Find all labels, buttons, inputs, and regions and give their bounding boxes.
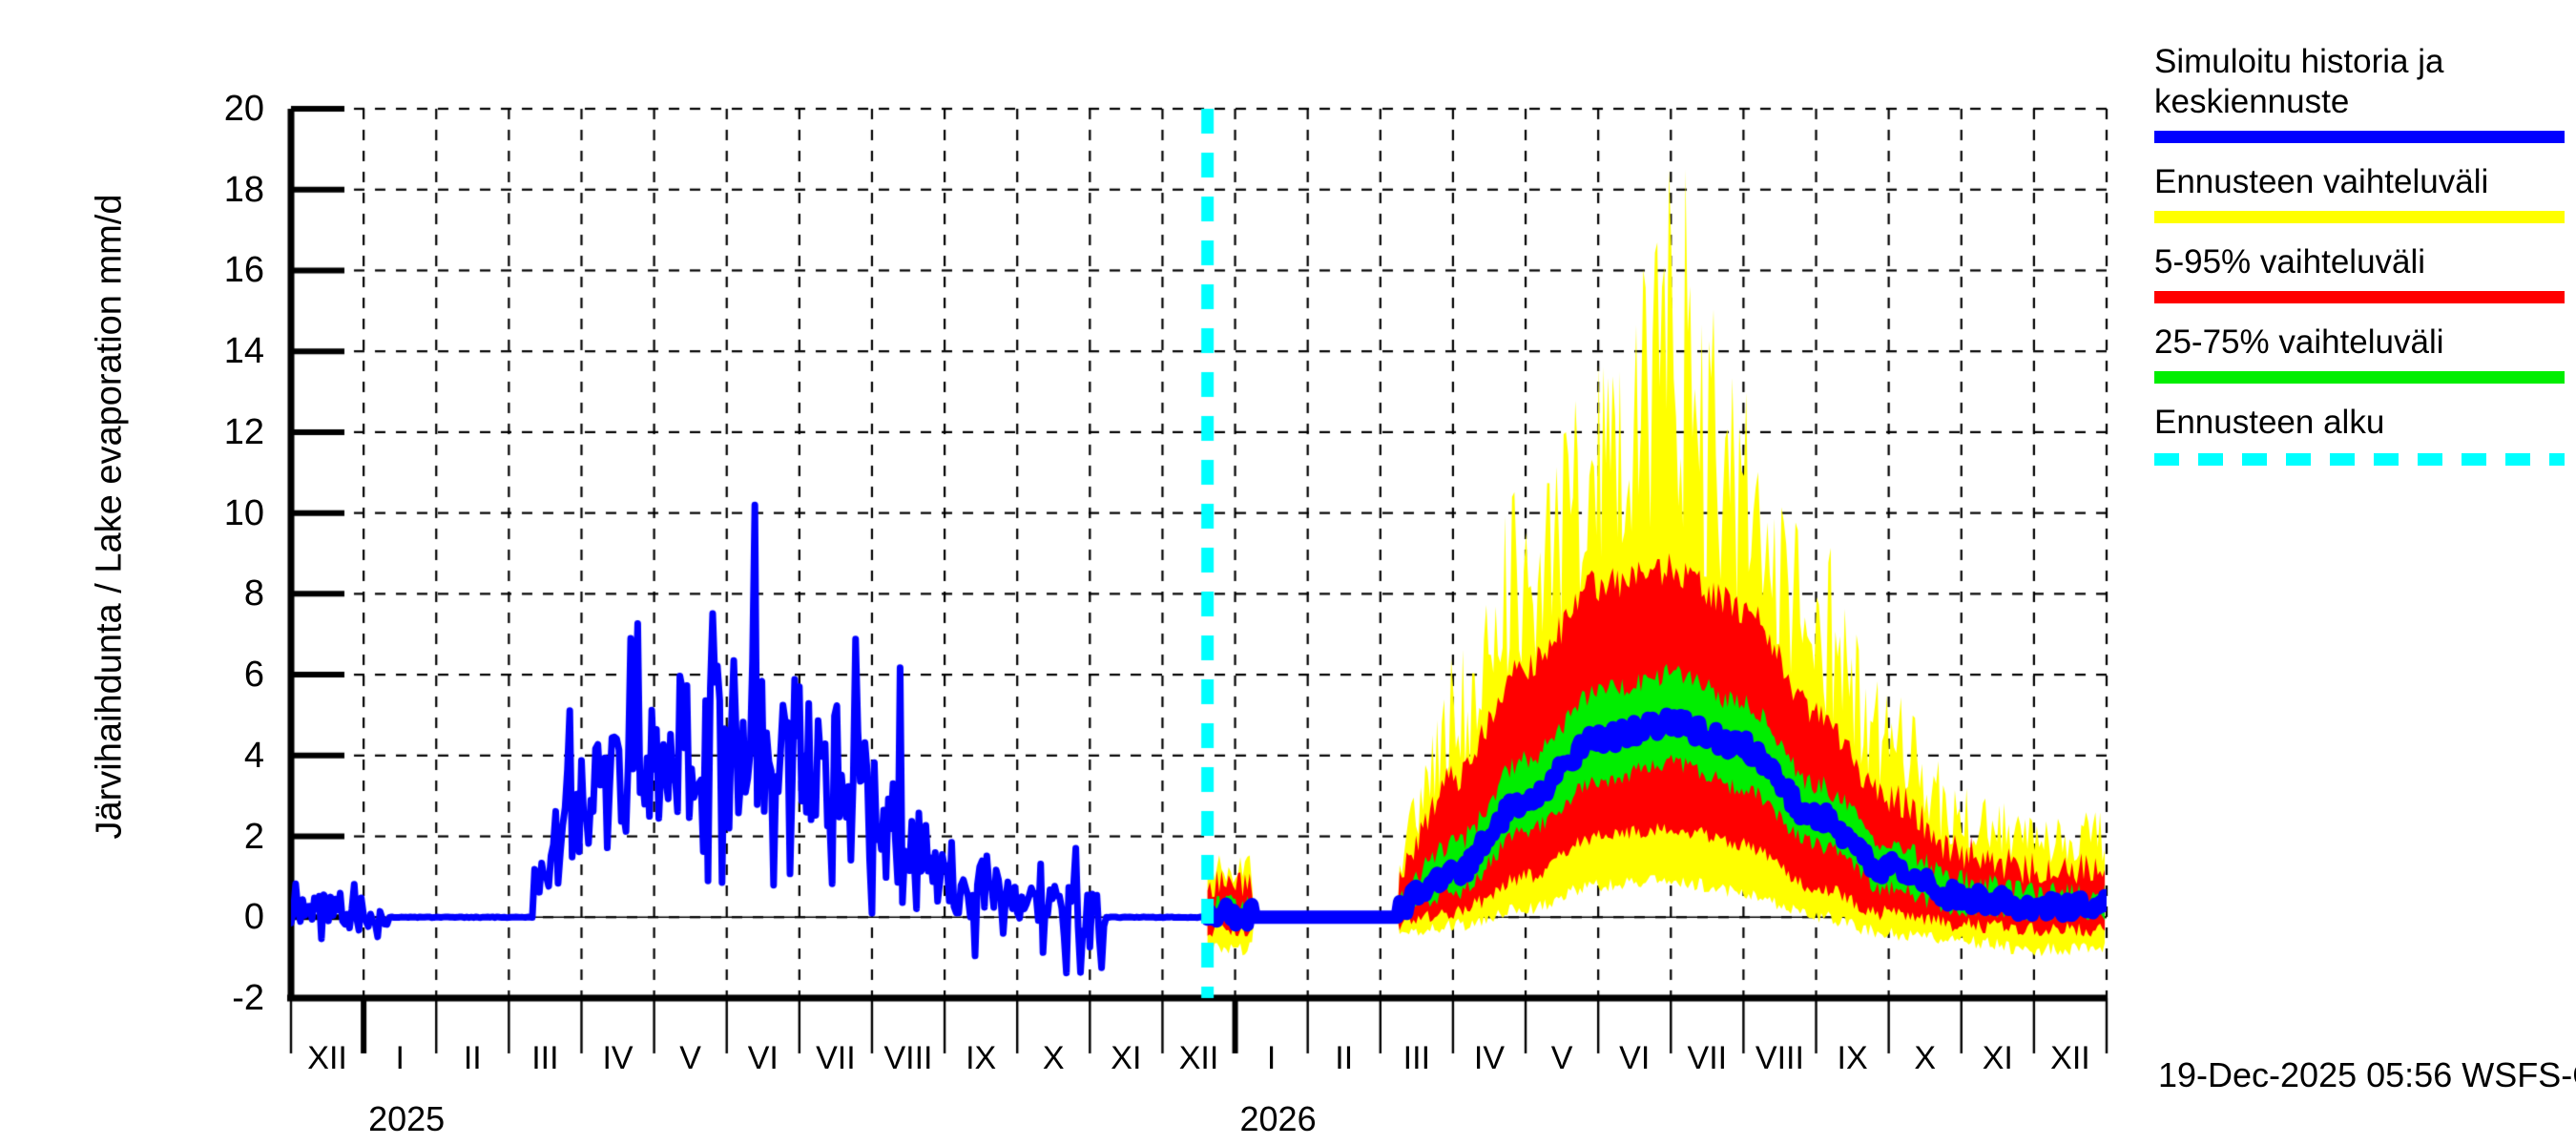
y-tick-label: 6 xyxy=(243,655,264,696)
y-tick-label: 20 xyxy=(223,89,264,129)
y-tick-label: 4 xyxy=(243,735,264,776)
legend-label: 5-95% vaihteluväli xyxy=(2154,243,2426,281)
legend-label: Ennusteen vaihteluväli xyxy=(2154,163,2489,200)
y-tick-label: 12 xyxy=(223,411,264,452)
y-tick-label: 18 xyxy=(223,169,264,210)
legend-swatch-solid xyxy=(2154,291,2565,303)
x-tick-label-month: V xyxy=(679,1040,701,1076)
x-tick-label-month: III xyxy=(531,1040,559,1076)
chart-legend: Simuloitu historia ja keskiennuste Ennust… xyxy=(2154,42,2574,471)
legend-item: Ennusteen alku xyxy=(2154,403,2574,466)
legend-label: Ennusteen alku xyxy=(2154,404,2385,441)
x-tick-label-month: I xyxy=(1266,1040,1277,1076)
y-tick-label: 14 xyxy=(223,331,264,372)
x-tick-label-month: IV xyxy=(602,1040,634,1076)
y-tick-label: 2 xyxy=(243,816,264,857)
legend-swatch-dashed xyxy=(2154,453,2565,466)
x-tick-label-month: IV xyxy=(1473,1040,1506,1076)
x-tick-label-month: XII xyxy=(2050,1040,2090,1076)
x-tick-label-month: VI xyxy=(747,1040,779,1076)
legend-item: 5-95% vaihteluväli xyxy=(2154,242,2574,303)
x-axis-year-label: 2026 xyxy=(1239,1099,1317,1138)
x-tick-label-month: XII xyxy=(1178,1040,1219,1076)
legend-label: Simuloitu historia ja keskiennuste xyxy=(2154,43,2444,120)
y-tick-label: -2 xyxy=(232,978,264,1018)
legend-label: 25-75% vaihteluväli xyxy=(2154,323,2444,361)
legend-item: Ennusteen vaihteluväli xyxy=(2154,162,2574,223)
x-tick-label-month: II xyxy=(1335,1040,1354,1076)
x-tick-label-month: IX xyxy=(1837,1040,1868,1076)
x-tick-label-month: V xyxy=(1550,1040,1573,1076)
y-tick-label: 16 xyxy=(223,250,264,291)
x-tick-label-month: X xyxy=(1042,1040,1065,1076)
x-tick-label-month: III xyxy=(1402,1040,1431,1076)
legend-swatch-solid xyxy=(2154,371,2565,384)
x-axis-year-label: 2025 xyxy=(368,1099,446,1138)
y-tick-label: 8 xyxy=(243,573,264,614)
x-tick-label-month: VII xyxy=(816,1040,856,1076)
x-tick-label-month: VIII xyxy=(1755,1040,1804,1076)
x-tick-label-month: I xyxy=(395,1040,405,1076)
timestamp-footer: 19-Dec-2025 05:56 WSFS-O xyxy=(2158,1055,2576,1094)
x-tick-label-month: XI xyxy=(1982,1040,2013,1076)
x-tick-label-month: X xyxy=(1914,1040,1937,1076)
x-tick-label-month: VI xyxy=(1619,1040,1651,1076)
x-tick-label-month: IX xyxy=(966,1040,997,1076)
legend-item: 25-75% vaihteluväli xyxy=(2154,323,2574,384)
legend-item: Simuloitu historia ja keskiennuste xyxy=(2154,42,2574,143)
legend-swatch-solid xyxy=(2154,211,2565,223)
x-tick-label-month: II xyxy=(463,1040,482,1076)
x-tick-label-month: VII xyxy=(1687,1040,1728,1076)
y-tick-label: 0 xyxy=(243,897,264,938)
x-tick-label-month: XII xyxy=(307,1040,347,1076)
legend-swatch-solid xyxy=(2154,131,2565,143)
x-tick-label-month: VIII xyxy=(883,1040,933,1076)
y-tick-label: 10 xyxy=(223,492,264,533)
x-tick-label-month: XI xyxy=(1111,1040,1142,1076)
